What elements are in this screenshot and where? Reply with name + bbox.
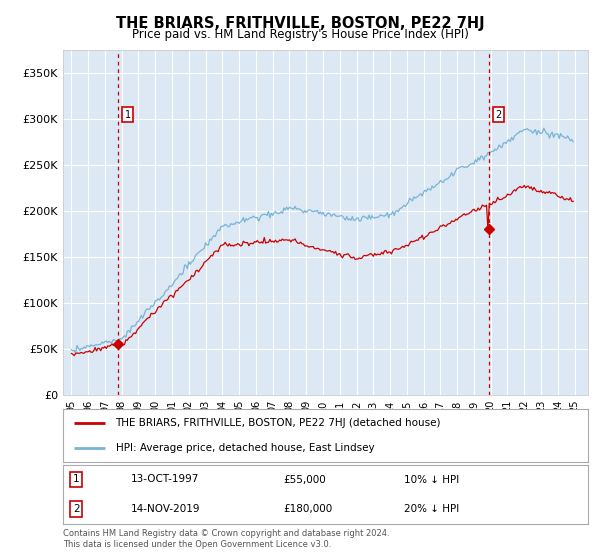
Text: 13-OCT-1997: 13-OCT-1997 bbox=[131, 474, 200, 484]
Text: 2: 2 bbox=[495, 110, 502, 120]
Text: 14-NOV-2019: 14-NOV-2019 bbox=[131, 504, 201, 514]
Text: THE BRIARS, FRITHVILLE, BOSTON, PE22 7HJ (detached house): THE BRIARS, FRITHVILLE, BOSTON, PE22 7HJ… bbox=[115, 418, 441, 428]
Text: £180,000: £180,000 bbox=[284, 504, 333, 514]
Text: 1: 1 bbox=[73, 474, 79, 484]
Text: £55,000: £55,000 bbox=[284, 474, 326, 484]
Text: THE BRIARS, FRITHVILLE, BOSTON, PE22 7HJ: THE BRIARS, FRITHVILLE, BOSTON, PE22 7HJ bbox=[116, 16, 484, 31]
Text: 2: 2 bbox=[73, 504, 79, 514]
Text: Contains HM Land Registry data © Crown copyright and database right 2024.
This d: Contains HM Land Registry data © Crown c… bbox=[63, 529, 389, 549]
Text: HPI: Average price, detached house, East Lindsey: HPI: Average price, detached house, East… bbox=[115, 442, 374, 452]
Text: 10% ↓ HPI: 10% ↓ HPI bbox=[404, 474, 460, 484]
Text: 20% ↓ HPI: 20% ↓ HPI bbox=[404, 504, 460, 514]
Text: Price paid vs. HM Land Registry's House Price Index (HPI): Price paid vs. HM Land Registry's House … bbox=[131, 28, 469, 41]
Text: 1: 1 bbox=[125, 110, 131, 120]
